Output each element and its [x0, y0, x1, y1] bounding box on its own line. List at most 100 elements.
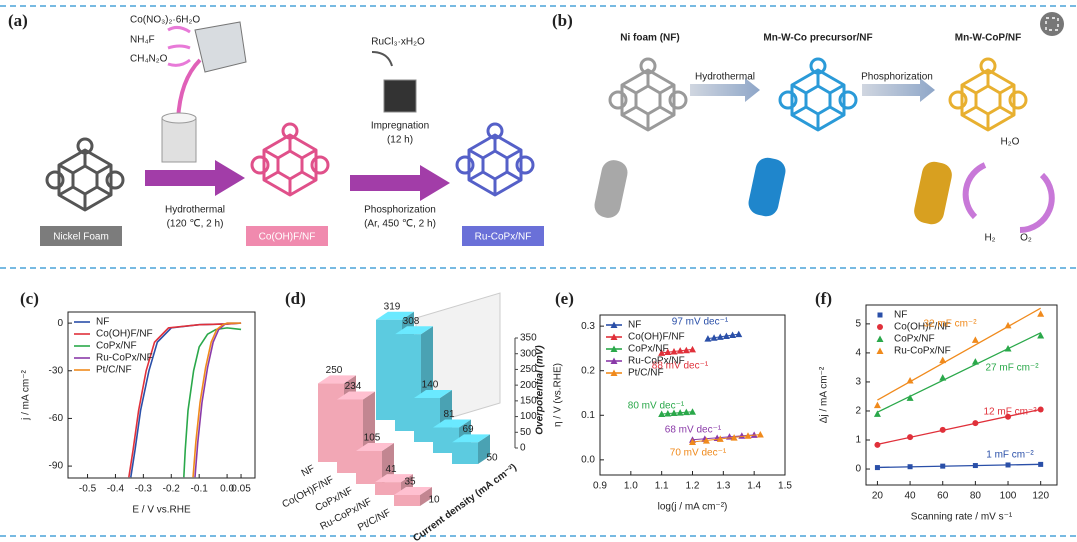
x-tick-label: 100 — [1000, 491, 1017, 502]
point — [670, 409, 678, 417]
point — [873, 401, 881, 409]
bar-top — [318, 375, 356, 384]
series-tick-label: 10 — [428, 495, 440, 506]
beaker — [194, 21, 247, 73]
bar-top — [395, 326, 433, 335]
point — [939, 426, 946, 433]
bar — [394, 487, 432, 506]
panel-label: (d) — [285, 289, 306, 308]
z-tick-label: 250 — [520, 364, 537, 375]
step: Phosphorization — [364, 205, 436, 216]
y-axis-label: η / V (vs.RHE) — [553, 363, 564, 427]
point — [1005, 413, 1012, 420]
cycle-arrows — [962, 162, 1055, 233]
y-tick-label: 0.3 — [581, 321, 595, 332]
x-tick-label: 0.0 — [220, 484, 234, 495]
panel-label: (b) — [552, 11, 573, 30]
bar-top — [433, 419, 471, 428]
x-tick-label: 1.3 — [716, 481, 730, 492]
value-label: 41 — [385, 464, 397, 475]
annotation: 70 mV dec⁻¹ — [670, 448, 727, 459]
reagent: NH₄F — [130, 35, 155, 46]
point — [682, 346, 690, 354]
point — [702, 437, 710, 444]
point — [664, 409, 672, 417]
z-tick-label: 0 — [520, 443, 526, 454]
stage: Mn-W-Co precursor/NF — [763, 33, 872, 44]
legend-label: NF — [96, 317, 109, 328]
legend-label: CoPx/NF — [628, 344, 669, 355]
rod — [748, 157, 786, 217]
point — [874, 441, 881, 448]
point — [939, 356, 947, 364]
fit-line — [877, 463, 1041, 469]
value-label: 35 — [404, 477, 416, 488]
label: Co(OH)F/NF — [259, 232, 316, 243]
point — [907, 464, 913, 470]
step: Impregnation — [371, 121, 429, 132]
point — [756, 430, 764, 438]
arrow — [145, 160, 245, 196]
point — [972, 463, 978, 469]
point — [1038, 461, 1044, 467]
point — [907, 434, 914, 441]
fit-line — [877, 332, 1041, 413]
x-tick-label: 1.5 — [778, 481, 792, 492]
annotation: 97 mV dec⁻¹ — [672, 317, 729, 328]
legend-marker — [610, 321, 618, 328]
step: Phosphorization — [861, 72, 933, 83]
hydrogen: H₂ — [984, 233, 995, 244]
cop-foam — [948, 57, 1028, 132]
point — [906, 376, 914, 384]
bar-front — [375, 482, 401, 495]
step: Hydrothermal — [695, 72, 755, 83]
y-tick-label: 0.1 — [581, 410, 595, 421]
value-label: 234 — [345, 381, 362, 392]
label: Ru-CoPx/NF — [475, 232, 532, 243]
point — [1037, 406, 1044, 413]
bar — [375, 474, 413, 495]
point — [716, 333, 724, 340]
y-tick-label: -60 — [49, 413, 64, 424]
bar-side — [420, 487, 432, 506]
point — [729, 331, 737, 339]
x-tick-label: -0.4 — [107, 484, 125, 495]
series-tick-label: 50 — [486, 453, 498, 464]
point — [664, 348, 672, 355]
point — [689, 408, 696, 415]
fit-line — [877, 307, 1041, 401]
ni-foam — [608, 57, 688, 132]
legend-label: Ru-CoPx/NF — [628, 356, 685, 367]
mixing-arrows — [167, 25, 191, 67]
x-tick-label: 20 — [872, 491, 884, 502]
value-label: 105 — [364, 433, 381, 444]
bar-top — [452, 434, 490, 443]
y-tick-label: -30 — [49, 365, 64, 376]
y-tick-label: 5 — [855, 319, 861, 330]
point — [682, 408, 690, 416]
point — [972, 420, 979, 427]
y-axis-label: j / mA cm⁻² — [21, 369, 32, 420]
bar-top — [414, 390, 452, 398]
blue-foam — [455, 122, 535, 197]
category-label: NF — [300, 463, 317, 479]
x-tick-label: 0.05 — [231, 484, 251, 495]
image-search-button[interactable] — [1040, 12, 1064, 36]
legend-label: Co(OH)F/NF — [894, 322, 951, 333]
x-tick-label: -0.5 — [79, 484, 97, 495]
bar-top — [337, 391, 375, 400]
z-tick-label: 150 — [520, 395, 537, 406]
annotation: 12 mF cm⁻² — [983, 407, 1037, 418]
bar-side — [478, 434, 490, 464]
legend-label: Co(OH)F/NF — [96, 329, 153, 340]
z-tick-label: 100 — [520, 411, 537, 422]
z-tick-label: 200 — [520, 380, 537, 391]
curve — [194, 322, 242, 478]
legend-label: Pt/C/NF — [628, 368, 664, 379]
z-axis-label: Overpotential (mV) — [535, 345, 546, 435]
plot-frame — [67, 311, 256, 479]
y-tick-label: 0.2 — [581, 365, 595, 376]
rod — [594, 160, 628, 218]
z-tick-label: 50 — [520, 427, 532, 438]
